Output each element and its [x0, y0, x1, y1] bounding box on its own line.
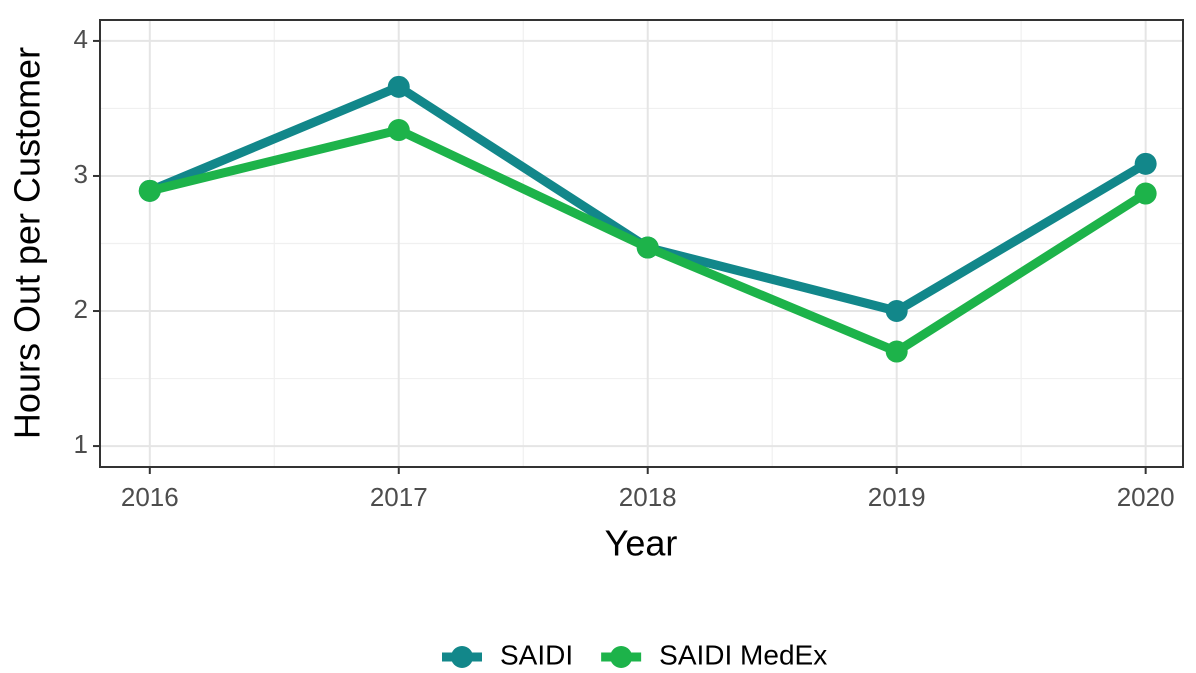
x-tick-label: 2019: [868, 482, 926, 512]
x-tick-label: 2020: [1117, 482, 1175, 512]
point: [1134, 182, 1157, 205]
plot-border: [99, 19, 1184, 468]
legend: SAIDI SAIDI MedEx: [442, 639, 827, 670]
x-tick-label: 2018: [619, 482, 677, 512]
legend-key-point: [610, 646, 633, 668]
point: [138, 179, 161, 202]
point: [387, 75, 410, 98]
point: [885, 300, 908, 323]
point: [1134, 152, 1157, 175]
legend-label: SAIDI MedEx: [659, 639, 827, 670]
y-tick-label: 2: [74, 294, 88, 324]
legend-label: SAIDI: [500, 639, 573, 670]
y-tick-label: 3: [74, 159, 88, 189]
x-tick-label: 2016: [121, 482, 179, 512]
y-tick-label: 4: [74, 24, 88, 54]
legend-key-point: [451, 646, 473, 668]
y-axis-title: Hours Out per Customer: [7, 47, 48, 439]
point: [636, 236, 659, 259]
x-axis-title: Year: [605, 523, 678, 564]
y-tick-label: 1: [74, 429, 88, 459]
x-tick-label: 2017: [370, 482, 428, 512]
point: [885, 340, 908, 363]
point: [387, 119, 410, 142]
